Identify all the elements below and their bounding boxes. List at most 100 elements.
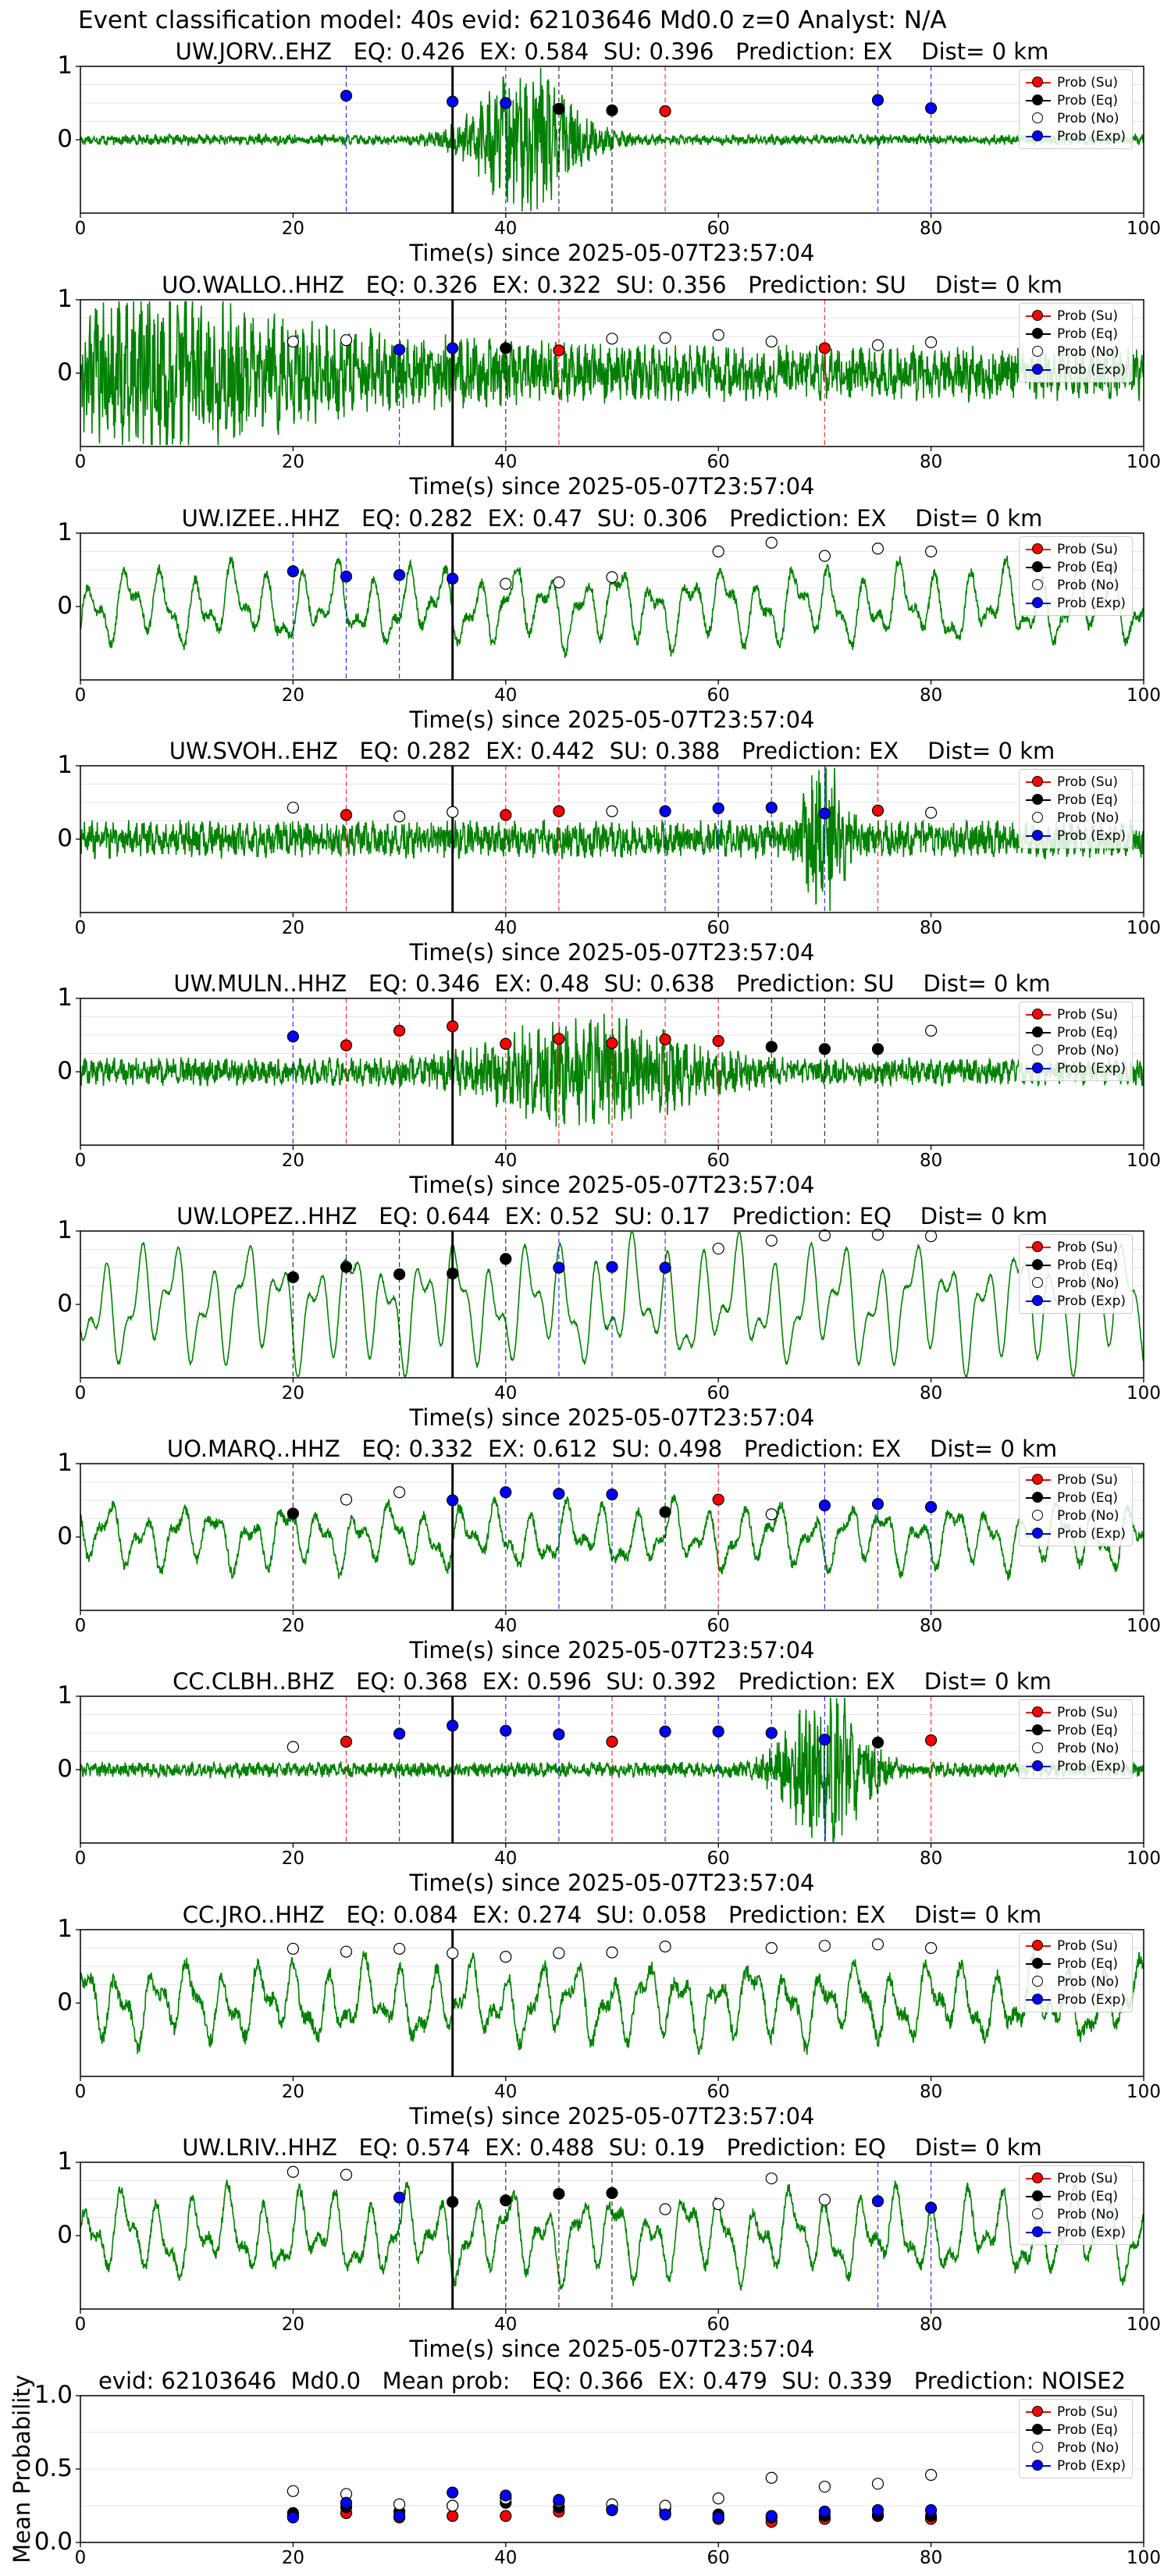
x-tick-label: 60 xyxy=(707,1383,730,1404)
prob-marker-su xyxy=(871,804,884,817)
legend-label: Prob (Exp) xyxy=(1057,2224,1127,2240)
legend-marker xyxy=(1026,326,1051,342)
legend-dot xyxy=(1032,1044,1043,1055)
legend-dot xyxy=(1032,811,1043,823)
chart-panel-11 xyxy=(76,2395,1144,2547)
legend-label: Prob (No) xyxy=(1057,2439,1119,2456)
y-tick-label: 0 xyxy=(57,824,73,852)
prob-marker-no xyxy=(871,339,884,351)
mean-marker-no xyxy=(447,2500,459,2512)
mean-marker-exp xyxy=(553,2493,565,2507)
mean-marker-exp xyxy=(818,2505,831,2518)
y-tick-label: 1.0 xyxy=(34,2381,73,2409)
y-tick-label: 0.5 xyxy=(34,2454,73,2482)
prob-marker-eq xyxy=(393,1268,406,1281)
legend-marker xyxy=(1026,93,1051,109)
panel-title: CC.CLBH..BHZ EQ: 0.368 EX: 0.596 SU: 0.3… xyxy=(173,1668,1052,1695)
legend-marker xyxy=(1026,2207,1051,2222)
prob-marker-no xyxy=(287,1741,299,1753)
legend-label: Prob (Exp) xyxy=(1057,827,1127,844)
legend-label: Prob (No) xyxy=(1057,1740,1119,1756)
legend-marker xyxy=(1026,1025,1051,1041)
prob-marker-no xyxy=(500,1951,512,1963)
prob-marker-no xyxy=(340,2169,353,2181)
x-tick-label: 20 xyxy=(281,685,305,706)
prob-marker-su xyxy=(606,1037,618,1049)
legend-marker xyxy=(1026,2422,1051,2438)
chart-panel-5 xyxy=(76,998,1144,1150)
legend-label: Prob (Eq) xyxy=(1057,2421,1118,2438)
mean-marker-exp xyxy=(606,2504,618,2517)
legend-entry: Prob (Eq) xyxy=(1026,1023,1126,1041)
legend-entry: Prob (No) xyxy=(1026,1507,1126,1525)
prob-marker-su xyxy=(447,1020,459,1033)
x-tick-label: 60 xyxy=(707,918,730,938)
prob-marker-no xyxy=(447,806,459,818)
x-tick-label: 80 xyxy=(919,1383,943,1404)
x-tick-label: 20 xyxy=(281,1151,305,1171)
y-tick-label: 1 xyxy=(57,984,73,1012)
prob-marker-exp xyxy=(393,2191,406,2204)
prob-marker-no xyxy=(287,1942,299,1955)
panel-title: UW.LRIV..HHZ EQ: 0.574 EX: 0.488 SU: 0.1… xyxy=(182,2134,1042,2161)
legend-entry: Prob (No) xyxy=(1026,809,1126,827)
legend: Prob (Su) Prob (Eq) Prob (No) Prob (Exp) xyxy=(1019,1234,1134,1314)
legend: Prob (Su) Prob (Eq) Prob (No) Prob (Exp) xyxy=(1019,1002,1134,1081)
legend-label: Prob (Eq) xyxy=(1057,92,1118,109)
prob-marker-exp xyxy=(447,95,459,108)
mean-marker-no xyxy=(287,2485,299,2497)
legend-label: Prob (Eq) xyxy=(1057,2188,1118,2204)
x-axis-label: Time(s) since 2025-05-07T23:57:04 xyxy=(409,1172,815,1198)
x-tick-label: 40 xyxy=(494,2548,518,2568)
legend: Prob (Su) Prob (Eq) Prob (No) Prob (Exp) xyxy=(1019,1699,1134,1779)
x-tick-label: 0 xyxy=(74,1151,87,1171)
x-tick-label: 40 xyxy=(494,219,518,239)
legend-marker xyxy=(1026,2225,1051,2240)
legend-entry: Prob (Eq) xyxy=(1026,2187,1126,2205)
legend-marker xyxy=(1026,2404,1051,2420)
legend-dot xyxy=(1032,2459,1043,2471)
legend-dot xyxy=(1032,1509,1043,1521)
x-tick-label: 60 xyxy=(707,2082,730,2102)
legend-label: Prob (No) xyxy=(1057,1042,1119,1059)
legend: Prob (Su) Prob (Eq) Prob (No) Prob (Exp) xyxy=(1019,2399,1134,2478)
legend-marker xyxy=(1026,1293,1051,1309)
legend-dot xyxy=(1032,2423,1043,2435)
legend-label: Prob (Eq) xyxy=(1057,1955,1118,1972)
prob-marker-no xyxy=(924,1941,938,1955)
legend-dot xyxy=(1032,1258,1043,1270)
prob-marker-exp xyxy=(765,1727,778,1739)
prob-marker-exp xyxy=(447,572,459,585)
legend-marker xyxy=(1026,1938,1051,1954)
legend-entry: Prob (Eq) xyxy=(1026,2421,1126,2439)
prob-marker-exp xyxy=(606,1261,618,1273)
chart-panel-7 xyxy=(76,1463,1144,1615)
prob-marker-su xyxy=(924,1734,938,1746)
legend-label: Prob (No) xyxy=(1057,1507,1119,1524)
chart-panel-8 xyxy=(76,1695,1144,1848)
legend-entry: Prob (No) xyxy=(1026,109,1126,127)
legend: Prob (Su) Prob (Eq) Prob (No) Prob (Exp) xyxy=(1019,1467,1134,1546)
prob-marker-exp xyxy=(765,801,778,814)
prob-marker-su xyxy=(500,809,512,821)
x-tick-label: 60 xyxy=(707,2314,730,2335)
mean-marker-su xyxy=(447,2510,459,2522)
legend-dot xyxy=(1032,1240,1043,1252)
legend-label: Prob (Eq) xyxy=(1057,326,1118,342)
prob-marker-eq xyxy=(500,2194,512,2207)
prob-marker-exp xyxy=(659,805,671,817)
legend-entry: Prob (Exp) xyxy=(1026,361,1126,379)
prob-marker-exp xyxy=(659,1261,671,1274)
legend-dot xyxy=(1032,1742,1043,1753)
legend-marker xyxy=(1026,1956,1051,1972)
legend-marker xyxy=(1026,1276,1051,1291)
x-tick-label: 20 xyxy=(281,452,305,472)
legend: Prob (Su) Prob (Eq) Prob (No) Prob (Exp) xyxy=(1019,69,1134,149)
prob-marker-exp xyxy=(606,1488,618,1501)
legend-dot xyxy=(1032,327,1043,339)
prob-marker-no xyxy=(393,1942,406,1955)
x-axis-label: Time(s) since 2025-05-07T23:57:04 xyxy=(409,2103,815,2129)
prob-marker-exp xyxy=(447,1720,459,1732)
legend-marker xyxy=(1026,2440,1051,2456)
prob-marker-no xyxy=(818,550,831,562)
